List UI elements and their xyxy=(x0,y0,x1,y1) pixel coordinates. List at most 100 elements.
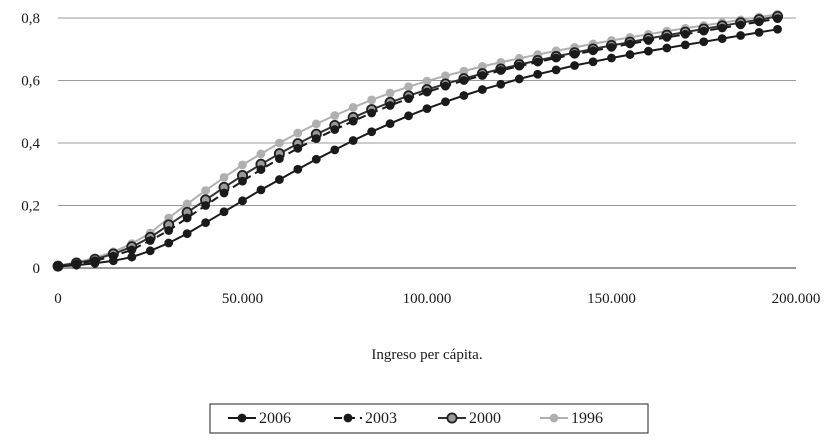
data-point-2006 xyxy=(533,69,543,79)
data-point-1996 xyxy=(441,71,450,81)
legend: 2006 2003 2000 1996 xyxy=(209,403,649,434)
data-point-1996 xyxy=(459,66,469,76)
data-point-2006 xyxy=(330,145,340,155)
data-point-2006 xyxy=(311,154,321,164)
data-point-2006 xyxy=(422,104,432,114)
data-point-2003 xyxy=(625,39,635,49)
data-point-1996 xyxy=(311,119,321,129)
data-point-2003 xyxy=(238,176,247,186)
data-point-2003 xyxy=(514,61,524,71)
y-tick-label: 0 xyxy=(33,261,41,277)
data-point-1996 xyxy=(182,199,192,209)
legend-swatch-marker xyxy=(446,412,458,424)
legend-label: 2000 xyxy=(469,410,501,427)
series-line-2006 xyxy=(57,28,778,268)
data-point-2003 xyxy=(680,29,690,39)
data-point-2003 xyxy=(551,53,561,63)
data-point-2006 xyxy=(219,207,229,217)
data-point-2003 xyxy=(256,165,266,174)
data-point-2003 xyxy=(441,81,450,91)
data-point-2006 xyxy=(625,50,635,59)
data-point-2006 xyxy=(551,65,561,75)
data-point-2003 xyxy=(607,42,616,52)
data-point-2006 xyxy=(256,185,266,195)
data-point-2003 xyxy=(127,245,137,255)
legend-box xyxy=(209,403,649,434)
data-point-2006 xyxy=(108,256,118,266)
data-point-2003 xyxy=(588,46,598,56)
data-point-2006 xyxy=(570,61,579,70)
data-point-1996 xyxy=(256,149,266,159)
data-point-2003 xyxy=(311,134,321,144)
x-tick-label: 200.000 xyxy=(772,291,821,307)
x-tick-label: 150.000 xyxy=(587,291,636,307)
series-2003 xyxy=(53,14,782,271)
data-point-2006 xyxy=(90,258,100,268)
x-tick-labels: 0 50.000 100.000 150.000 200.000 xyxy=(54,291,820,307)
data-point-2003 xyxy=(736,20,746,30)
x-tick-label: 100.000 xyxy=(403,291,452,307)
y-tick-label: 0,6 xyxy=(21,74,40,90)
series-1996 xyxy=(53,9,782,270)
series-line-1996 xyxy=(57,13,778,267)
legend-item-2003: 2003 xyxy=(334,410,397,427)
y-tick-label: 0,2 xyxy=(21,199,40,215)
data-point-2003 xyxy=(496,66,506,75)
data-point-1996 xyxy=(348,102,358,112)
data-point-2006 xyxy=(496,79,506,89)
series-line-2000 xyxy=(57,15,778,268)
legend-label: 2006 xyxy=(259,410,291,427)
data-point-1996 xyxy=(201,186,211,195)
x-tick-label: 50.000 xyxy=(222,291,263,307)
data-point-2006 xyxy=(53,262,63,271)
legend-swatch-marker xyxy=(549,413,559,423)
data-point-2003 xyxy=(145,236,155,245)
data-point-2006 xyxy=(773,24,782,34)
data-point-2006 xyxy=(459,91,469,100)
data-point-2006 xyxy=(201,218,211,228)
legend-swatch-marker xyxy=(343,413,353,423)
data-point-2003 xyxy=(275,154,284,164)
data-point-2006 xyxy=(717,34,727,44)
data-point-2006 xyxy=(514,74,524,84)
data-point-2006 xyxy=(441,97,450,107)
data-point-1996 xyxy=(422,76,432,86)
legend-label: 2003 xyxy=(365,410,397,427)
legend-swatch-marker xyxy=(237,413,247,423)
data-point-2006 xyxy=(607,53,616,63)
data-point-2006 xyxy=(699,37,709,47)
data-point-2006 xyxy=(662,43,672,53)
data-point-2003 xyxy=(293,143,303,153)
data-point-2003 xyxy=(182,213,192,223)
data-point-2003 xyxy=(422,87,432,97)
data-point-1996 xyxy=(293,128,303,138)
data-point-1996 xyxy=(238,160,247,170)
data-point-2003 xyxy=(385,101,395,110)
data-point-2003 xyxy=(533,57,543,67)
y-tick-label: 0,4 xyxy=(21,136,40,152)
data-point-2006 xyxy=(275,175,284,184)
data-point-2006 xyxy=(293,164,303,174)
data-point-2006 xyxy=(404,111,413,121)
data-point-1996 xyxy=(330,111,340,120)
data-point-1996 xyxy=(275,138,284,148)
data-point-2006 xyxy=(182,229,192,239)
data-point-2003 xyxy=(662,32,672,42)
x-tick-label: 0 xyxy=(54,291,62,307)
data-point-2006 xyxy=(588,57,598,67)
series-2006 xyxy=(53,24,782,271)
data-point-1996 xyxy=(404,82,413,92)
data-point-2003 xyxy=(367,108,377,118)
data-point-2003 xyxy=(404,94,413,104)
x-axis-label: Ingreso per cápita. xyxy=(371,347,482,363)
series-2000 xyxy=(52,10,784,272)
data-point-1996 xyxy=(219,172,229,182)
legend-item-2000: 2000 xyxy=(438,410,501,427)
y-tick-labels: 0 0,2 0,4 0,6 0,8 xyxy=(21,11,40,277)
data-point-2006 xyxy=(754,27,764,37)
data-point-2003 xyxy=(477,71,487,80)
data-point-2003 xyxy=(699,26,709,36)
data-point-2003 xyxy=(459,76,469,85)
data-point-2003 xyxy=(164,226,174,235)
